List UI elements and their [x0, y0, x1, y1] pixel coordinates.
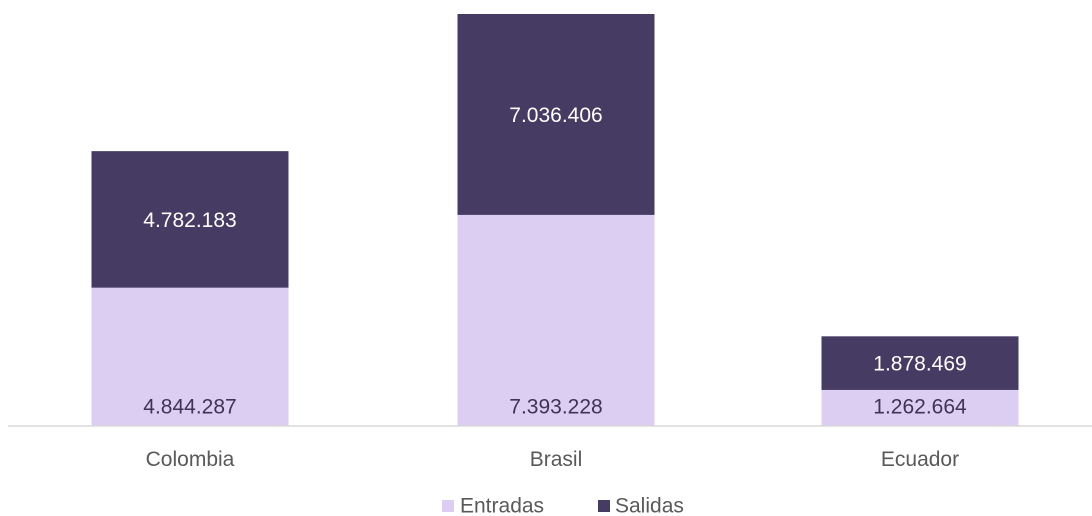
data-label: 4.844.287: [143, 396, 236, 419]
legend: Entradas Salidas: [442, 495, 684, 516]
data-label: 7.393.228: [509, 396, 602, 419]
bar-salidas-ecuador: [821, 336, 1019, 390]
legend-swatch-entradas: [442, 500, 454, 512]
legend-swatch-salidas: [598, 500, 610, 512]
legend-label-entradas: Entradas: [460, 495, 544, 516]
bar-entradas-brasil: [457, 214, 655, 426]
data-label: 4.782.183: [143, 209, 236, 232]
bar-entradas-ecuador: [821, 389, 1019, 426]
x-tick-label: Colombia: [146, 448, 235, 471]
data-label: 1.262.664: [873, 396, 967, 419]
x-tick-label: Brasil: [530, 448, 583, 471]
x-tick-label: Ecuador: [881, 448, 959, 471]
bar-entradas-colombia: [91, 287, 289, 426]
legend-label-salidas: Salidas: [615, 495, 684, 516]
bar-salidas-brasil: [457, 14, 655, 215]
data-label: 1.878.469: [873, 353, 966, 376]
bar-salidas-colombia: [91, 151, 289, 288]
data-label: 7.036.406: [509, 104, 602, 127]
